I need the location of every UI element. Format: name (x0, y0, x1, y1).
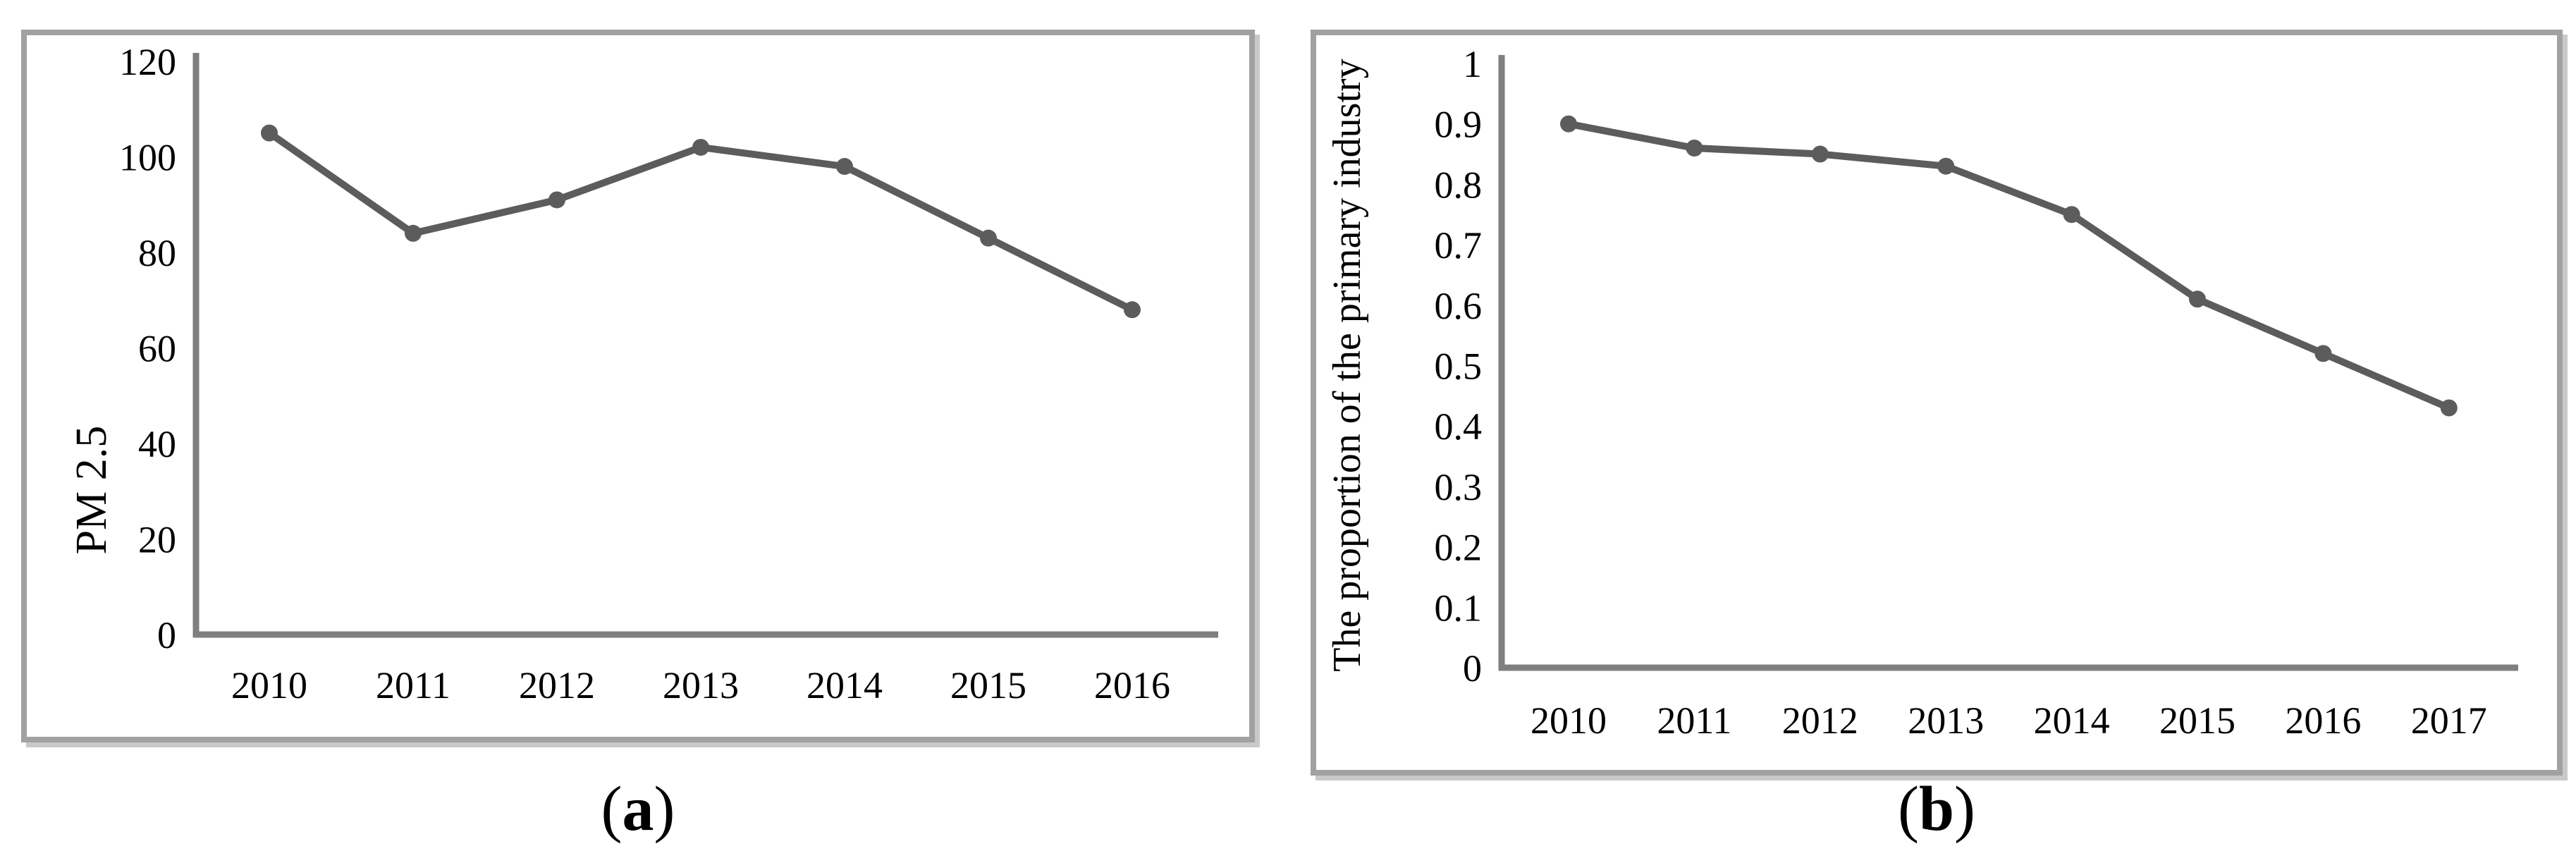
data-line (267, 130, 1134, 313)
data-point-marker (405, 224, 422, 242)
y-tick-label: 100 (119, 137, 176, 179)
x-tick-label: 2016 (2285, 699, 2361, 742)
x-tick-label: 2013 (663, 664, 739, 706)
caption-a-close-paren: ) (654, 774, 675, 844)
x-tick-label: 2013 (1908, 699, 1984, 742)
y-tick-label: 0.4 (1435, 405, 1483, 448)
y-axis-title: The proportion of the primary industry (1325, 59, 1369, 671)
primary-industry-line-chart: 0 0.1 0.2 0.3 0.4 0.5 0.6 0.7 0.8 0.9 1 2010 2011 201… (1325, 43, 2518, 742)
data-point-marker (261, 124, 278, 142)
y-tick-label: 0.7 (1435, 224, 1483, 267)
y-tick-label: 40 (138, 423, 176, 465)
data-point-marker (1937, 157, 1955, 175)
caption-a: (a) (21, 774, 1255, 844)
y-tick-label: 20 (138, 519, 176, 561)
caption-a-open-paren: ( (601, 774, 622, 844)
data-point-marker (2063, 206, 2080, 224)
x-tick-label: 2010 (231, 664, 307, 706)
caption-b-letter: b (1918, 774, 1955, 844)
data-point-marker (1811, 145, 1829, 163)
x-tick-label: 2014 (2034, 699, 2110, 742)
chart-panel-a: 0 20 40 60 80 100 120 2010 2011 2012 2013 2014 2015 2… (21, 30, 1255, 742)
x-tick-label: 2012 (1782, 699, 1858, 742)
caption-b-open-paren: ( (1897, 774, 1919, 844)
data-point-marker (548, 191, 565, 209)
caption-a-letter: a (622, 774, 654, 844)
chart-panel-b: 0 0.1 0.2 0.3 0.4 0.5 0.6 0.7 0.8 0.9 1 2010 2011 201… (1311, 30, 2563, 776)
pm25-line-chart: 0 20 40 60 80 100 120 2010 2011 2012 2013 2014 2015 2… (68, 41, 1218, 706)
y-tick-label: 0.9 (1435, 104, 1483, 146)
data-point-marker (1686, 139, 1703, 157)
caption-b: (b) (1311, 774, 2563, 844)
data-line (1568, 120, 2451, 412)
y-tick-label: 0 (1463, 647, 1482, 690)
x-tick-label: 2014 (806, 664, 883, 706)
x-tick-label: 2010 (1531, 699, 1607, 742)
x-tick-label: 2015 (950, 664, 1026, 706)
x-tick-label: 2011 (376, 664, 450, 706)
data-point-marker (1124, 301, 1141, 319)
data-point-marker (2440, 399, 2458, 417)
y-tick-label: 0.8 (1435, 164, 1483, 206)
x-tick-label: 2017 (2411, 699, 2487, 742)
data-point-marker (2314, 345, 2332, 362)
x-tick-label: 2011 (1657, 699, 1731, 742)
data-point-marker (836, 158, 853, 176)
x-tick-label: 2016 (1094, 664, 1170, 706)
caption-b-close-paren: ) (1954, 774, 1976, 844)
y-tick-label: 1 (1463, 43, 1482, 85)
y-axis-title: PM 2.5 (68, 426, 116, 555)
y-tick-label: 60 (138, 328, 176, 370)
y-tick-label: 0 (157, 614, 176, 656)
y-tick-label: 0.3 (1435, 466, 1483, 508)
y-tick-label: 0.2 (1435, 527, 1483, 569)
data-point-marker (1560, 115, 1577, 133)
y-tick-label: 0.1 (1435, 587, 1483, 629)
y-tick-label: 0.5 (1435, 345, 1483, 388)
y-tick-label: 0.6 (1435, 285, 1483, 327)
y-tick-label: 80 (138, 232, 176, 274)
data-point-marker (980, 229, 997, 247)
x-tick-label: 2012 (519, 664, 595, 706)
data-point-marker (692, 138, 709, 156)
data-point-marker (2189, 290, 2206, 308)
y-tick-label: 120 (119, 41, 176, 83)
x-tick-label: 2015 (2159, 699, 2235, 742)
